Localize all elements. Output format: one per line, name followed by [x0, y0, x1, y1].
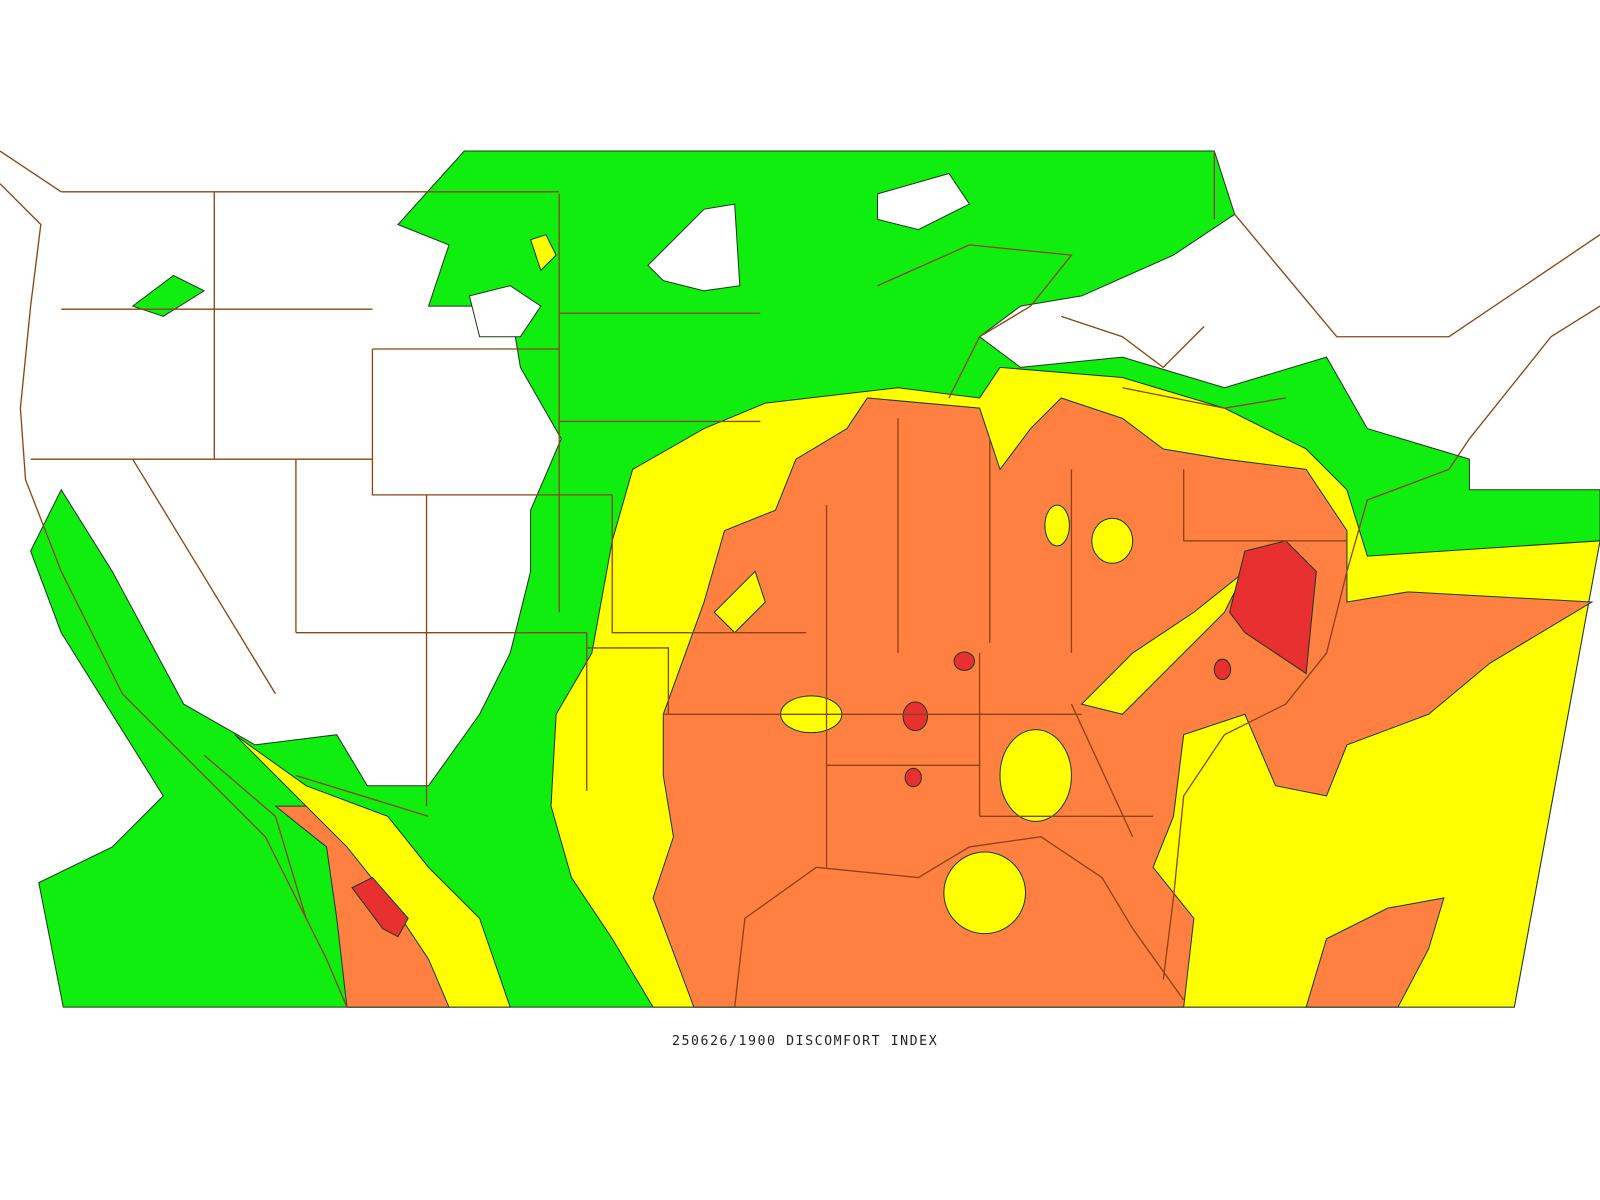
coastline [0, 183, 1600, 1008]
white-zone [877, 172, 971, 231]
boundaries [0, 150, 1600, 1008]
state-lines [30, 191, 1347, 919]
orange-zone [274, 805, 450, 1008]
contour-fill [30, 150, 1600, 1008]
yellow-zone [1044, 504, 1070, 547]
white-zone [468, 285, 542, 338]
border-line [0, 150, 1600, 338]
yellow-zone [529, 234, 557, 272]
red-zone [1213, 658, 1232, 681]
red-zone [902, 701, 929, 732]
red-zone [1229, 540, 1317, 675]
caption: 250626/1900 DISCOMFORT INDEX [672, 1034, 938, 1049]
red-zone [953, 651, 975, 671]
red-zone [351, 876, 409, 938]
yellow-zone [999, 729, 1072, 822]
yellow-zone [1091, 517, 1134, 564]
green-zone [131, 274, 206, 317]
white-zone [647, 203, 741, 292]
orange-zone [1305, 897, 1445, 1008]
yellow-zone [713, 570, 766, 634]
red-zone [904, 767, 922, 788]
yellow-zone [943, 851, 1027, 935]
